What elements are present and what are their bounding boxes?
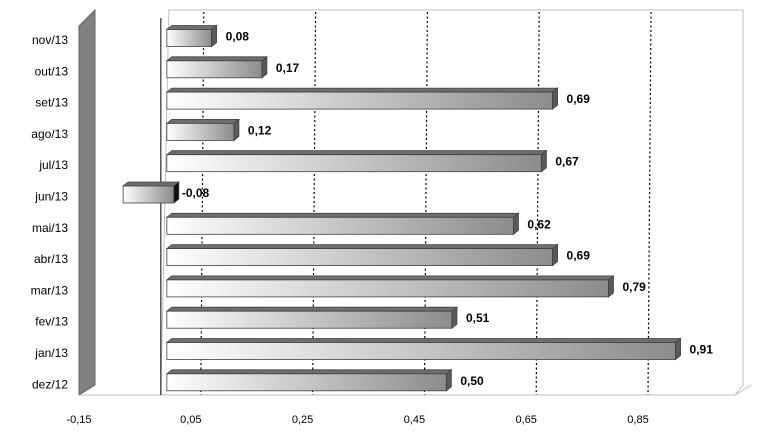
data-label: 0,79: [622, 280, 646, 294]
bar: [122, 185, 175, 204]
bar-out/13: 0,17: [165, 55, 300, 79]
bar: [166, 342, 676, 360]
bar: [166, 91, 553, 110]
bar: [166, 123, 235, 141]
bar-fev/13: 0,51: [165, 306, 490, 330]
bar-side-face: [513, 212, 519, 236]
bar: [166, 60, 263, 79]
data-label: 0,69: [567, 92, 591, 106]
data-label: 0,91: [690, 343, 714, 357]
bar-side-face: [445, 368, 452, 392]
x-tick-label: -0,15: [66, 414, 91, 426]
bar-set/13: 0,69: [165, 87, 591, 110]
category-label: mar/13: [31, 283, 69, 297]
gridline: [647, 11, 652, 396]
bar-top-face: [165, 306, 459, 312]
data-label: 0,67: [555, 155, 579, 169]
bar-side-face: [552, 87, 558, 110]
gridline: [312, 11, 317, 396]
x-tick-label: 0,45: [404, 414, 425, 426]
data-label: 0,50: [460, 374, 484, 388]
category-label: mai/13: [32, 221, 68, 235]
gridline: [423, 11, 428, 396]
side-wall: [78, 8, 96, 396]
category-label: jul/13: [38, 158, 68, 172]
data-label: 0,51: [466, 311, 490, 325]
bar-side-face: [608, 275, 614, 298]
bar-top-face: [165, 56, 269, 62]
bar-side-face: [233, 118, 240, 142]
bar-dez/12: 0,50: [165, 368, 484, 392]
x-tick-label: 0,85: [627, 414, 648, 426]
bar-jul/13: 0,67: [165, 149, 579, 173]
category-label: set/13: [35, 96, 68, 110]
category-label: jun/13: [34, 190, 68, 204]
bar: [166, 248, 553, 267]
bar-side-face: [540, 149, 547, 173]
bar: [166, 216, 514, 235]
bar-side-face: [675, 337, 681, 361]
bar-mai/13: 0,62: [165, 212, 551, 236]
floor-right-edge: [734, 384, 752, 396]
category-labels: nov/13 out/13 set/13 ago/13 jul/13 jun/13 mai/…: [31, 33, 69, 391]
category-label: jan/13: [34, 346, 68, 360]
bar-side-face: [173, 181, 180, 204]
bar: [166, 154, 542, 173]
bar-top-face: [165, 119, 241, 124]
bar-top-face: [165, 87, 559, 93]
bar-top-face: [165, 25, 218, 30]
data-label: -0,08: [182, 186, 210, 200]
bar-top-face: [165, 369, 453, 375]
bar-side-face: [552, 243, 558, 267]
bar-nov/13: 0,08: [165, 24, 250, 48]
bar-side-face: [261, 55, 268, 79]
category-label: fev/13: [35, 315, 68, 329]
bar-mar/13: 0,79: [165, 275, 646, 298]
data-label: 0,08: [226, 30, 250, 44]
category-label: dez/12: [32, 377, 68, 391]
x-tick-label: 0,05: [180, 414, 201, 426]
data-label: 0,69: [567, 249, 591, 263]
category-label: out/13: [35, 64, 69, 78]
data-label: 0,12: [248, 123, 272, 137]
category-label: nov/13: [32, 33, 68, 47]
bar-jun/13: -0,08: [121, 181, 210, 204]
bar: [166, 310, 453, 329]
data-label: 0,17: [276, 61, 300, 75]
bar-series: 0,08 0,17 0,69 0,12 0,67 -0,08 0,62 0,69 0,79 0,5…: [121, 24, 714, 392]
bar-abr/13: 0,69: [165, 243, 591, 267]
bar-top-face: [165, 150, 548, 156]
category-label: ago/13: [31, 127, 68, 141]
bar-top-face: [165, 212, 520, 218]
x-tick-label: 0,65: [515, 414, 536, 426]
bar-jan/13: 0,91: [165, 337, 714, 361]
bar-side-face: [451, 306, 458, 330]
x-tick-label: 0,25: [292, 414, 313, 426]
data-label: 0,62: [527, 217, 551, 231]
x-axis-ticks: -0,15 0,05 0,25 0,45 0,65 0,85: [66, 414, 648, 426]
bar-ago/13: 0,12: [165, 118, 272, 142]
bar-top-face: [165, 244, 559, 250]
bar-top-face: [165, 275, 615, 281]
bar-side-face: [211, 24, 217, 48]
bar-top-face: [165, 338, 682, 343]
gridline: [535, 11, 540, 396]
bar: [166, 29, 212, 47]
bar: [166, 279, 609, 298]
bar: [166, 373, 447, 392]
category-label: abr/13: [34, 252, 68, 266]
bar-top-face: [121, 181, 180, 187]
